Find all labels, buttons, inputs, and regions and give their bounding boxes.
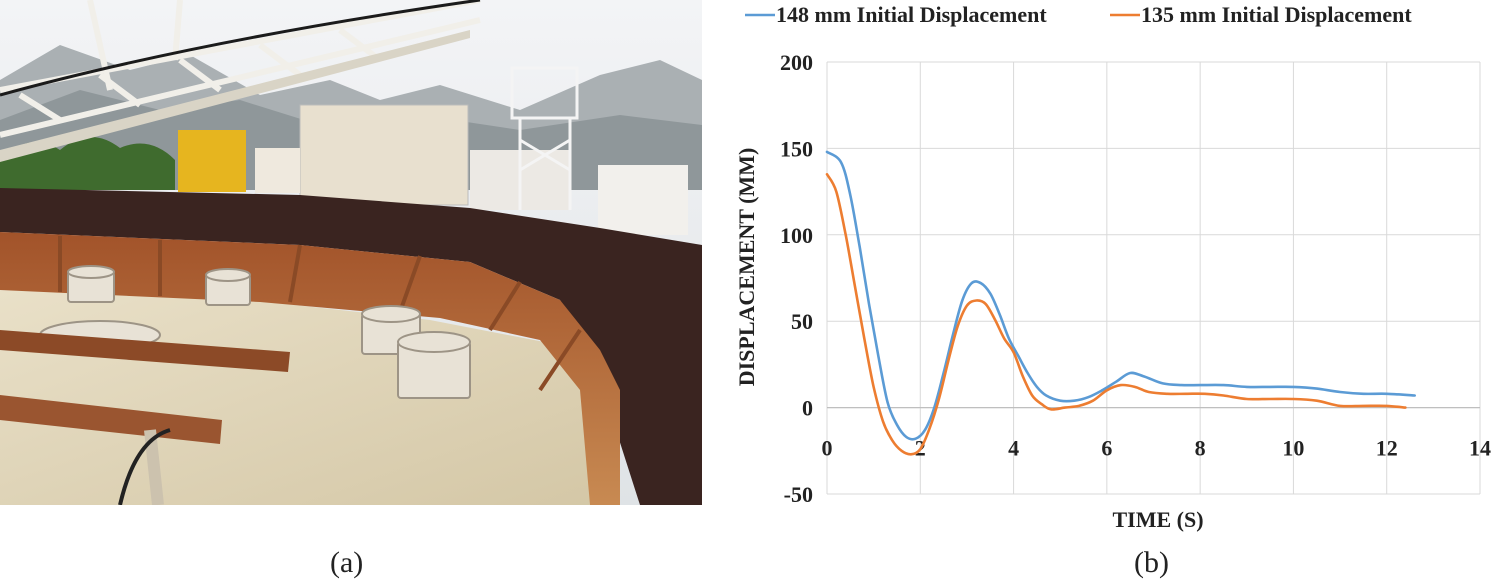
x-tick-label: 6	[1101, 436, 1112, 461]
x-tick-label: 14	[1469, 436, 1491, 461]
x-axis-title: TIME (S)	[1112, 507, 1203, 532]
caption-a: (a)	[330, 546, 364, 579]
y-axis-title: DISPLACEMENT (MM)	[734, 148, 759, 387]
series-lines	[825, 150, 1416, 456]
tank-photo	[0, 0, 702, 505]
tank-photo-illustration	[0, 0, 702, 505]
x-tick-label: 8	[1195, 436, 1206, 461]
y-tick-label: -50	[784, 482, 813, 507]
grid-lines	[826, 61, 1481, 495]
legend-label-2: 135 mm Initial Displacement	[1141, 2, 1412, 27]
y-tick-label: 0	[802, 396, 813, 421]
y-tick-label: 100	[780, 223, 813, 248]
x-tick-label: 4	[1008, 436, 1019, 461]
series-line-2	[825, 173, 1407, 456]
series-line-1	[825, 150, 1416, 441]
x-tick-label: 0	[822, 436, 833, 461]
legend: 148 mm Initial Displacement 135 mm Initia…	[745, 2, 1412, 27]
y-tick-label: 200	[780, 50, 813, 75]
y-tick-label: 50	[791, 309, 813, 334]
legend-label-1: 148 mm Initial Displacement	[776, 2, 1047, 27]
displacement-chart: -50 0 50 100 150 200 0 2 4 6 8 10 12 14 148 mm Initia…	[720, 0, 1500, 540]
y-tick-label: 150	[780, 136, 813, 161]
caption-b: (b)	[1134, 546, 1169, 579]
x-tick-label: 10	[1282, 436, 1304, 461]
x-tick-label: 12	[1376, 436, 1398, 461]
